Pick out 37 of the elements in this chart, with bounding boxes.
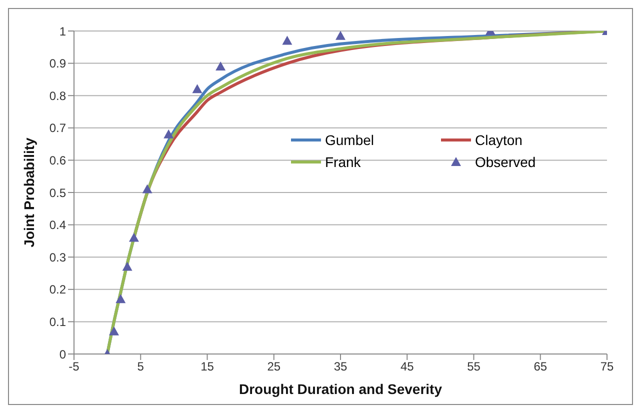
line-series (106, 31, 607, 354)
point (216, 62, 226, 71)
x-tick-label: 45 (400, 360, 414, 374)
y-tick-label: 0.9 (49, 56, 66, 71)
point (108, 326, 119, 336)
y-tick-label: 0.7 (49, 121, 66, 136)
x-tick-label: 5 (137, 360, 144, 374)
legend-label: Clayton (475, 132, 522, 148)
point (336, 31, 346, 40)
x-tick-label: 65 (534, 360, 548, 374)
x-tick-label: 15 (200, 360, 214, 374)
point (142, 184, 152, 194)
y-tick-label: 0.4 (49, 218, 66, 232)
y-tick-label: 0 (59, 347, 66, 362)
y-tick-label: 0.3 (49, 250, 66, 264)
y-tick-label: 0.8 (49, 88, 66, 103)
legend-label: Observed (475, 154, 536, 170)
point (116, 294, 126, 304)
x-tick-label: 35 (334, 360, 348, 374)
x-tick-label: 75 (600, 360, 614, 374)
legend-label: Gumbel (325, 132, 374, 148)
y-tick-label: 0.1 (49, 314, 66, 329)
point (282, 36, 292, 45)
point (192, 84, 202, 94)
legend-label: Frank (325, 154, 361, 170)
point (122, 262, 132, 271)
x-tick-label: 55 (467, 360, 481, 374)
x-tick-label: 25 (267, 360, 281, 374)
point (164, 129, 174, 138)
point (128, 232, 139, 242)
x-axis-title: Drought Duration and Severity (238, 381, 442, 397)
x-tick-label: -5 (68, 360, 80, 374)
y-tick-label: 1 (59, 24, 66, 38)
y-tick-label: 0.6 (49, 153, 66, 168)
y-tick-label: 0.2 (49, 282, 66, 297)
y-axis-title: Joint Probability (20, 137, 37, 248)
y-tick-label: 0.5 (49, 186, 66, 200)
